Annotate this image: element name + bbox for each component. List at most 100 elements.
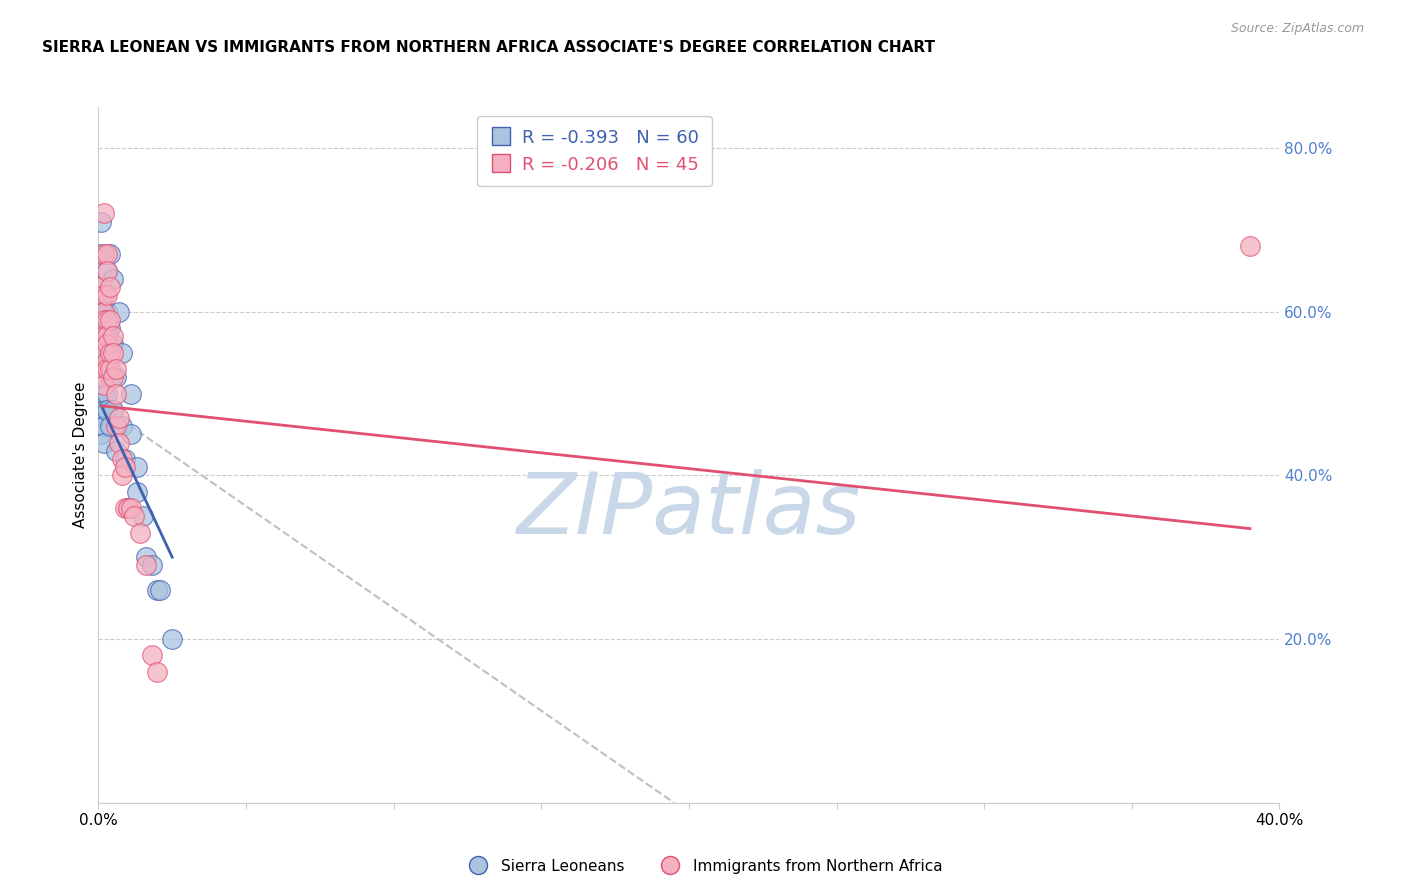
Point bbox=[103, 370, 125, 384]
Point bbox=[96, 386, 118, 401]
Point bbox=[93, 304, 115, 318]
Point bbox=[135, 558, 157, 573]
Point bbox=[132, 509, 155, 524]
Point bbox=[93, 206, 115, 220]
Point bbox=[114, 452, 136, 467]
Point bbox=[93, 247, 115, 261]
Point bbox=[93, 435, 115, 450]
Point bbox=[105, 386, 128, 401]
Point bbox=[93, 419, 115, 434]
Point bbox=[93, 313, 115, 327]
Point bbox=[96, 345, 118, 359]
Point bbox=[90, 345, 112, 359]
Point bbox=[111, 419, 134, 434]
Point bbox=[96, 313, 118, 327]
Point bbox=[117, 501, 139, 516]
Point bbox=[90, 386, 112, 401]
Point bbox=[90, 403, 112, 417]
Point bbox=[98, 280, 121, 294]
Point bbox=[111, 452, 134, 467]
Point bbox=[146, 665, 169, 679]
Point bbox=[90, 313, 112, 327]
Point bbox=[90, 280, 112, 294]
Point bbox=[93, 304, 115, 318]
Point bbox=[98, 321, 121, 335]
Point bbox=[98, 370, 121, 384]
Point bbox=[105, 419, 128, 434]
Point bbox=[90, 362, 112, 376]
Point bbox=[135, 550, 157, 565]
Point bbox=[111, 345, 134, 359]
Point bbox=[105, 443, 128, 458]
Point bbox=[141, 558, 163, 573]
Point bbox=[105, 362, 128, 376]
Point bbox=[93, 403, 115, 417]
Point bbox=[1239, 239, 1261, 253]
Text: SIERRA LEONEAN VS IMMIGRANTS FROM NORTHERN AFRICA ASSOCIATE'S DEGREE CORRELATION: SIERRA LEONEAN VS IMMIGRANTS FROM NORTHE… bbox=[42, 40, 935, 55]
Point bbox=[90, 337, 112, 351]
Point bbox=[114, 501, 136, 516]
Point bbox=[93, 288, 115, 302]
Point bbox=[93, 370, 115, 384]
Y-axis label: Associate's Degree: Associate's Degree bbox=[73, 382, 89, 528]
Point bbox=[90, 296, 112, 310]
Point bbox=[103, 337, 125, 351]
Point bbox=[96, 362, 118, 376]
Point bbox=[98, 345, 121, 359]
Point bbox=[93, 329, 115, 343]
Point bbox=[93, 345, 115, 359]
Point bbox=[103, 403, 125, 417]
Point bbox=[128, 525, 150, 540]
Point bbox=[111, 468, 134, 483]
Point bbox=[90, 419, 112, 434]
Point bbox=[93, 378, 115, 392]
Point bbox=[96, 247, 118, 261]
Point bbox=[90, 411, 112, 425]
Point bbox=[90, 247, 112, 261]
Point bbox=[162, 632, 183, 646]
Point bbox=[120, 427, 142, 442]
Point bbox=[90, 353, 112, 368]
Point bbox=[93, 362, 115, 376]
Point bbox=[90, 370, 112, 384]
Point bbox=[98, 419, 121, 434]
Text: Source: ZipAtlas.com: Source: ZipAtlas.com bbox=[1230, 22, 1364, 36]
Legend: Sierra Leoneans, Immigrants from Northern Africa: Sierra Leoneans, Immigrants from Norther… bbox=[457, 853, 949, 880]
Point bbox=[120, 386, 142, 401]
Point bbox=[93, 321, 115, 335]
Point bbox=[98, 313, 121, 327]
Legend: R = -0.393   N = 60, R = -0.206   N = 45: R = -0.393 N = 60, R = -0.206 N = 45 bbox=[477, 116, 711, 186]
Point bbox=[90, 427, 112, 442]
Point bbox=[114, 460, 136, 475]
Text: ZIPatlas: ZIPatlas bbox=[517, 469, 860, 552]
Point bbox=[90, 329, 112, 343]
Point bbox=[96, 288, 118, 302]
Point bbox=[125, 460, 148, 475]
Point bbox=[90, 329, 112, 343]
Point bbox=[103, 329, 125, 343]
Point bbox=[90, 394, 112, 409]
Point bbox=[93, 353, 115, 368]
Point bbox=[149, 582, 172, 597]
Point bbox=[93, 386, 115, 401]
Point bbox=[96, 403, 118, 417]
Point bbox=[108, 411, 131, 425]
Point bbox=[93, 378, 115, 392]
Point bbox=[108, 304, 131, 318]
Point bbox=[125, 484, 148, 499]
Point bbox=[93, 288, 115, 302]
Point bbox=[120, 501, 142, 516]
Point bbox=[96, 304, 118, 318]
Point bbox=[90, 214, 112, 228]
Point bbox=[96, 329, 118, 343]
Point bbox=[93, 337, 115, 351]
Point bbox=[103, 345, 125, 359]
Point bbox=[96, 264, 118, 278]
Point bbox=[103, 272, 125, 286]
Point bbox=[93, 337, 115, 351]
Point bbox=[93, 362, 115, 376]
Point bbox=[96, 337, 118, 351]
Point bbox=[122, 509, 145, 524]
Point bbox=[96, 353, 118, 368]
Point bbox=[96, 362, 118, 376]
